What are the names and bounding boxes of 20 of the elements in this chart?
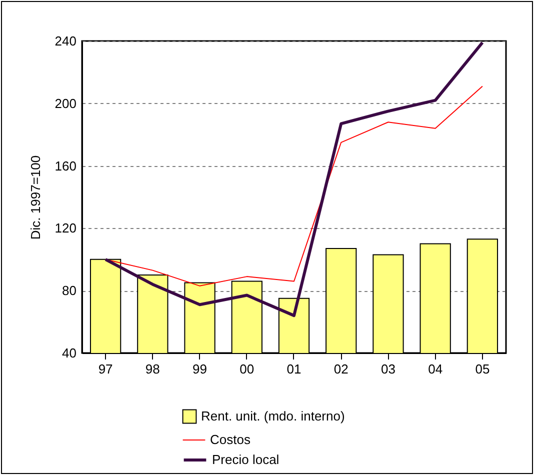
x-tick-label: 03 bbox=[380, 362, 396, 376]
x-tick-label: 05 bbox=[475, 362, 490, 376]
y-tick-label: 120 bbox=[54, 220, 76, 236]
x-tick-label: 01 bbox=[286, 362, 302, 376]
x-tick-label: 99 bbox=[192, 362, 208, 376]
y-tick-label: 240 bbox=[54, 34, 76, 48]
y-tick-label: 160 bbox=[54, 158, 76, 174]
y-tick-label: 40 bbox=[62, 346, 76, 360]
x-tick-label: 98 bbox=[145, 362, 160, 376]
x-tick-label: 04 bbox=[428, 362, 443, 376]
legend-label: Precio local bbox=[212, 452, 280, 467]
legend-label: Costos bbox=[210, 432, 251, 447]
x-tick-label: 00 bbox=[240, 362, 254, 376]
y-tick-label: 80 bbox=[62, 283, 76, 298]
x-tick-label: 02 bbox=[334, 362, 348, 376]
legend-label: Rent. unit. (mdo. interno) bbox=[201, 408, 345, 424]
x-tick-label: 97 bbox=[98, 362, 113, 376]
y-axis-title: Dic. 1997=100 bbox=[28, 155, 43, 240]
line-series bbox=[104, 41, 484, 318]
y-tick-label: 200 bbox=[54, 96, 76, 111]
